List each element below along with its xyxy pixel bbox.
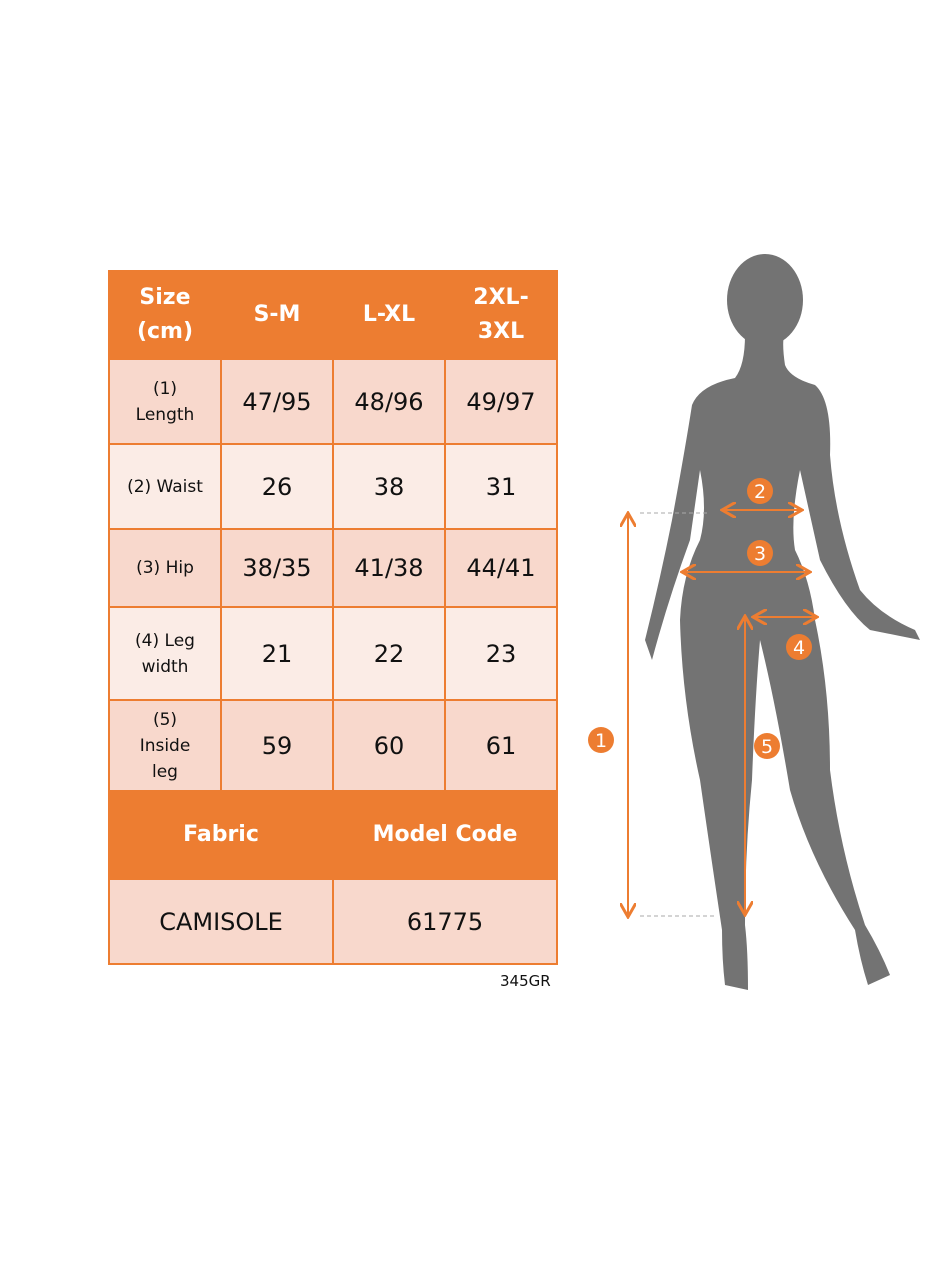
marker-circle-5 <box>754 733 780 759</box>
product-code: 345GR <box>500 972 551 990</box>
value-cell-text: 59 <box>261 731 293 760</box>
marker-circle-4 <box>786 634 812 660</box>
value-cell-text: 31 <box>485 472 517 501</box>
value-cell: 44/41 <box>444 528 558 608</box>
value-cell-text: 38 <box>373 472 405 501</box>
value-cell: 38/35 <box>220 528 334 608</box>
value-cell: 61 <box>444 699 558 792</box>
row-label: (2) Waist <box>108 443 222 530</box>
value-cell-text: 21 <box>261 639 293 668</box>
value-cell-text: 61 <box>485 731 517 760</box>
value-cell-text: 60 <box>373 731 405 760</box>
marker-number: 3 <box>754 543 766 565</box>
row-label-text: (5) Inside leg <box>139 709 191 782</box>
header-cell-text: L-XL <box>362 302 416 327</box>
model-code-header-text: Model Code <box>372 822 518 847</box>
model-code-header: Model Code <box>332 790 558 880</box>
row-label-text: (2) Waist <box>127 476 203 497</box>
measurement-guides <box>628 510 815 916</box>
value-cell: 26 <box>220 443 334 530</box>
marker-number: 2 <box>754 481 766 503</box>
marker-circle-1 <box>588 727 614 753</box>
fabric-value: CAMISOLE <box>108 878 334 965</box>
header-cell-text: S-M <box>253 302 301 327</box>
row-label: (5) Inside leg <box>108 699 222 792</box>
header-cell-text: Size (cm) <box>136 285 194 344</box>
value-cell: 60 <box>332 699 446 792</box>
value-cell-text: 38/35 <box>242 554 312 582</box>
row-label: (4) Leg width <box>108 606 222 701</box>
female-silhouette-icon <box>645 254 920 990</box>
model-code-value-text: 61775 <box>406 907 484 936</box>
value-cell-text: 22 <box>373 639 405 668</box>
value-cell: 48/96 <box>332 358 446 445</box>
value-cell-text: 49/97 <box>466 387 536 416</box>
value-cell-text: 41/38 <box>354 554 424 582</box>
value-cell-text: 44/41 <box>466 554 536 582</box>
marker-circle-3 <box>747 540 773 566</box>
row-label-text: (3) Hip <box>136 558 194 578</box>
value-cell-text: 48/96 <box>354 387 424 416</box>
row-label-text: (4) Leg width <box>135 630 195 677</box>
marker-number: 1 <box>595 730 607 752</box>
value-cell: 21 <box>220 606 334 701</box>
value-cell: 31 <box>444 443 558 530</box>
model-code-value: 61775 <box>332 878 558 965</box>
fabric-value-text: CAMISOLE <box>159 907 283 936</box>
header-cell: Size (cm) <box>108 270 222 360</box>
value-cell: 22 <box>332 606 446 701</box>
marker-number: 4 <box>793 637 805 659</box>
value-cell-text: 26 <box>261 472 293 501</box>
row-label-text: (1) Length <box>135 378 195 425</box>
value-cell: 49/97 <box>444 358 558 445</box>
marker-number: 5 <box>761 736 773 758</box>
marker-circle-2 <box>747 478 773 504</box>
value-cell-text: 47/95 <box>242 387 312 416</box>
value-cell-text: 23 <box>485 639 517 668</box>
value-cell: 59 <box>220 699 334 792</box>
fabric-header-text: Fabric <box>183 822 259 847</box>
value-cell: 23 <box>444 606 558 701</box>
header-cell-text: 2XL- 3XL <box>473 285 529 344</box>
